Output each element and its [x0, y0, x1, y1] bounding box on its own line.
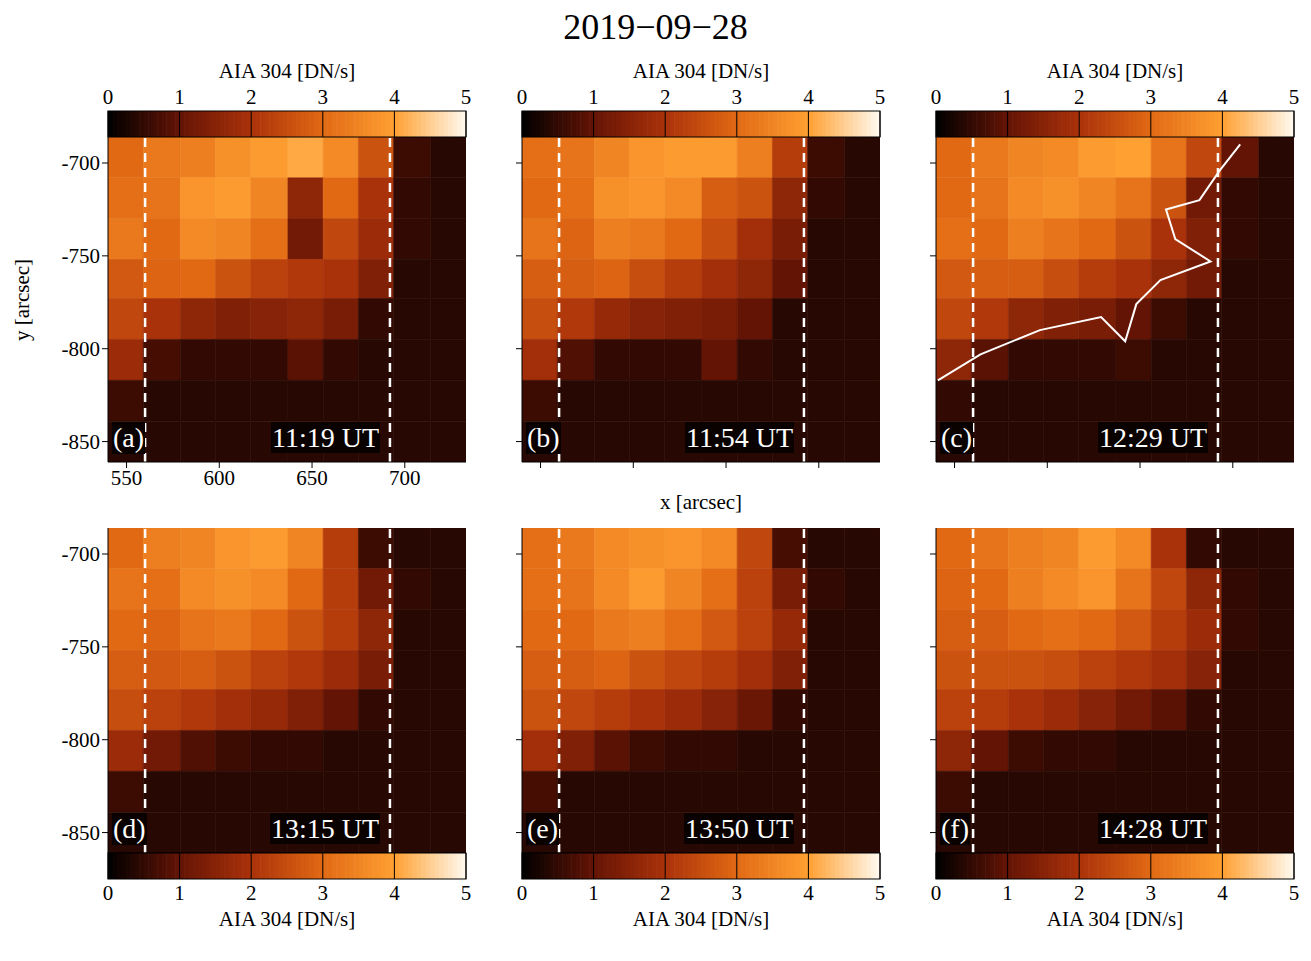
html-text:3: 3 [317, 85, 328, 109]
html-text:1: 1 [174, 881, 185, 905]
html-text:0: 0 [102, 881, 114, 905]
html-text:13:50 UT: 13:50 UT [684, 813, 793, 844]
svg-text:-750: -750 [62, 244, 101, 268]
svg-text:650: 650 [296, 466, 328, 490]
svg-text:-700: -700 [62, 151, 101, 175]
html-text:AIA 304 [DN/s]: AIA 304 [DN/s] [632, 907, 770, 931]
html-text:4: 4 [1217, 85, 1228, 109]
html-text:(a): (a) [113, 422, 145, 453]
html-text:3: 3 [317, 881, 328, 905]
html-text:0: 0 [930, 881, 942, 905]
svg-text:-800: -800 [62, 728, 101, 752]
html-text:5: 5 [874, 85, 886, 109]
html-text:3: 3 [1145, 85, 1156, 109]
html-text:1: 1 [174, 85, 185, 109]
html-text:AIA 304 [DN/s]: AIA 304 [DN/s] [1046, 59, 1184, 83]
html-text:4: 4 [803, 85, 814, 109]
html-text:2: 2 [659, 85, 671, 109]
svg-text:550: 550 [111, 466, 143, 490]
svg-text:600: 600 [204, 466, 236, 490]
html-text:2: 2 [1073, 881, 1085, 905]
svg-text:-750: -750 [62, 635, 101, 659]
html-text:1: 1 [1002, 85, 1013, 109]
html-text:AIA 304 [DN/s]: AIA 304 [DN/s] [218, 59, 356, 83]
html-text:0: 0 [930, 85, 942, 109]
html-text:y [arcsec]: y [arcsec] [9, 258, 34, 341]
html-text:5: 5 [460, 881, 472, 905]
html-text:2: 2 [245, 881, 257, 905]
html-text:1: 1 [588, 881, 599, 905]
html-text:5: 5 [874, 881, 886, 905]
html-text:2: 2 [245, 85, 257, 109]
html-text:5: 5 [1288, 85, 1300, 109]
svg-text:-700: -700 [62, 542, 101, 566]
html-text:4: 4 [1217, 881, 1228, 905]
html-text:(f): (f) [941, 813, 969, 844]
html-text:(c): (c) [941, 422, 973, 453]
html-text:2: 2 [1073, 85, 1085, 109]
html-text:11:54 UT: 11:54 UT [685, 422, 793, 453]
svg-text:-850: -850 [62, 430, 101, 454]
html-text:x [arcsec]: x [arcsec] [659, 490, 743, 514]
html-text:11:19 UT: 11:19 UT [271, 422, 379, 453]
html-text:(d): (d) [113, 813, 146, 844]
svg-text:-800: -800 [62, 337, 101, 361]
html-text:AIA 304 [DN/s]: AIA 304 [DN/s] [218, 907, 356, 931]
html-text:(e): (e) [527, 813, 559, 844]
html-text:4: 4 [389, 85, 400, 109]
html-text:4: 4 [389, 881, 400, 905]
html-text:AIA 304 [DN/s]: AIA 304 [DN/s] [632, 59, 770, 83]
html-text:(b): (b) [527, 422, 560, 453]
svg-text:-850: -850 [62, 821, 101, 845]
html-text:AIA 304 [DN/s]: AIA 304 [DN/s] [1046, 907, 1184, 931]
html-text:1: 1 [588, 85, 599, 109]
html-text:5: 5 [1288, 881, 1300, 905]
html-text:14:28 UT: 14:28 UT [1098, 813, 1207, 844]
html-text:3: 3 [731, 881, 742, 905]
html-text:3: 3 [731, 85, 742, 109]
html-text:0: 0 [516, 85, 528, 109]
html-text:1: 1 [1002, 881, 1013, 905]
html-text:12:29 UT: 12:29 UT [1098, 422, 1207, 453]
svg-text:700: 700 [389, 466, 421, 490]
html-text:2: 2 [659, 881, 671, 905]
html-text:0: 0 [102, 85, 114, 109]
html-text:3: 3 [1145, 881, 1156, 905]
html-text:0: 0 [516, 881, 528, 905]
html-text:5: 5 [460, 85, 472, 109]
html-text:2019−09−28: 2019−09−28 [563, 7, 748, 47]
html-text:13:15 UT: 13:15 UT [270, 813, 379, 844]
html-text:4: 4 [803, 881, 814, 905]
